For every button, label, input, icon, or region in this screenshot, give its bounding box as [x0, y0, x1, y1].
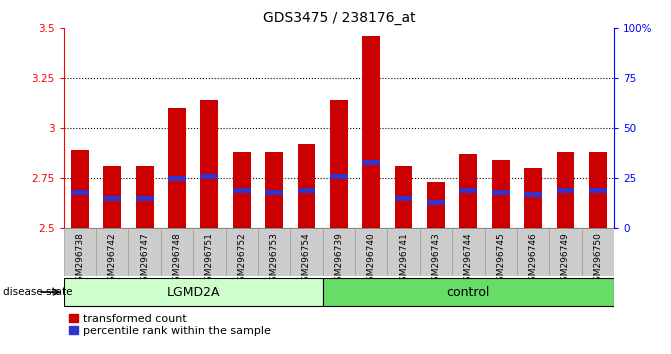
Text: GSM296744: GSM296744 [464, 232, 473, 287]
Text: GDS3475 / 238176_at: GDS3475 / 238176_at [262, 11, 415, 25]
Bar [330, 174, 348, 179]
Bar [193, 228, 225, 276]
Bar [362, 160, 380, 165]
Bar [225, 228, 258, 276]
Bar [258, 228, 291, 276]
Bar [387, 228, 420, 276]
Bar [362, 36, 380, 228]
Bar [427, 200, 445, 205]
Bar [517, 228, 550, 276]
Bar [64, 278, 323, 306]
Bar [128, 228, 161, 276]
Text: GSM296751: GSM296751 [205, 232, 214, 287]
Text: GSM296746: GSM296746 [529, 232, 537, 287]
Bar [136, 166, 154, 228]
Bar [589, 152, 607, 228]
Bar [556, 188, 574, 193]
Text: GSM296738: GSM296738 [75, 232, 85, 287]
Text: GSM296742: GSM296742 [108, 232, 117, 287]
Bar [524, 192, 542, 197]
Bar [524, 169, 542, 228]
Bar [201, 100, 218, 228]
Text: GSM296752: GSM296752 [238, 232, 246, 287]
Bar [427, 182, 445, 228]
Bar [71, 190, 89, 195]
Text: GSM296749: GSM296749 [561, 232, 570, 287]
Bar [291, 228, 323, 276]
Bar [460, 188, 477, 193]
Bar [330, 100, 348, 228]
Text: disease state: disease state [3, 287, 73, 297]
Bar [323, 228, 355, 276]
Bar [136, 196, 154, 201]
Text: GSM296754: GSM296754 [302, 232, 311, 287]
Bar [103, 166, 121, 228]
Text: GSM296748: GSM296748 [172, 232, 182, 287]
Bar [64, 228, 96, 276]
Bar [265, 152, 283, 228]
Bar [355, 228, 387, 276]
Text: GSM296750: GSM296750 [593, 232, 603, 287]
Bar [161, 228, 193, 276]
Text: GSM296745: GSM296745 [496, 232, 505, 287]
Bar [233, 188, 251, 193]
Bar [298, 144, 315, 228]
Bar [589, 188, 607, 193]
Text: GSM296753: GSM296753 [270, 232, 278, 287]
Bar [582, 228, 614, 276]
Bar [492, 160, 509, 228]
Bar [323, 278, 614, 306]
Bar [395, 196, 413, 201]
Bar [103, 196, 121, 201]
Text: GSM296740: GSM296740 [367, 232, 376, 287]
Bar [556, 152, 574, 228]
Text: control: control [447, 286, 490, 298]
Bar [201, 174, 218, 179]
Bar [298, 188, 315, 193]
Text: GSM296741: GSM296741 [399, 232, 408, 287]
Bar [96, 228, 128, 276]
Text: GSM296739: GSM296739 [334, 232, 344, 287]
Bar [452, 228, 484, 276]
Text: GSM296743: GSM296743 [431, 232, 440, 287]
Bar [265, 190, 283, 195]
Bar [492, 190, 509, 195]
Bar [71, 150, 89, 228]
Bar [168, 108, 186, 228]
Bar [395, 166, 413, 228]
Text: GSM296747: GSM296747 [140, 232, 149, 287]
Bar [168, 176, 186, 181]
Bar [484, 228, 517, 276]
Bar [233, 152, 251, 228]
Text: LGMD2A: LGMD2A [166, 286, 220, 298]
Bar [460, 154, 477, 228]
Bar [420, 228, 452, 276]
Legend: transformed count, percentile rank within the sample: transformed count, percentile rank withi… [69, 314, 270, 336]
Bar [550, 228, 582, 276]
